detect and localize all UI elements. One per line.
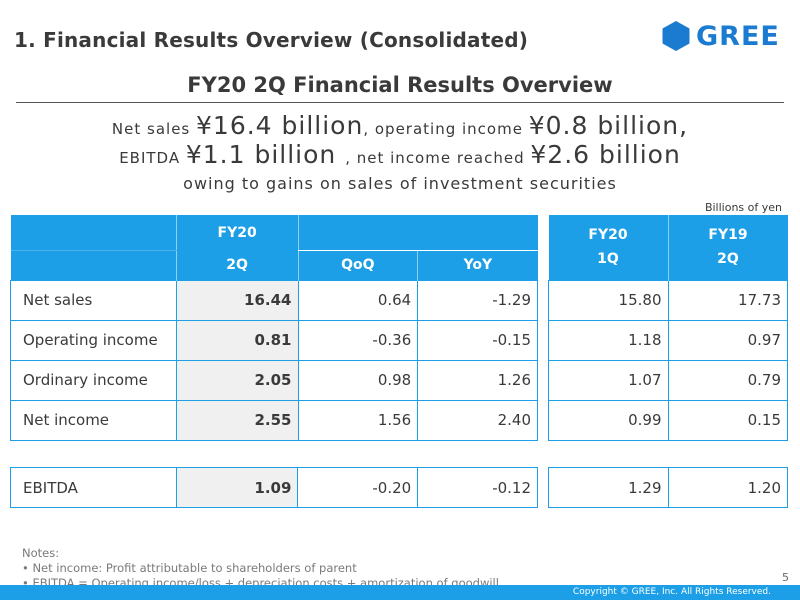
table-row: Ordinary income 2.05 0.98 1.26 xyxy=(10,359,538,401)
row-current: 2.55 xyxy=(175,399,299,441)
row-current: 0.81 xyxy=(175,319,299,361)
table-row: 15.80 17.73 xyxy=(548,279,788,321)
header-blank xyxy=(10,215,177,251)
row-fy19-2q: 0.15 xyxy=(667,399,788,441)
row-qoq: -0.20 xyxy=(297,467,419,508)
row-label: Operating income xyxy=(10,319,177,361)
main-results-table: FY20 2Q QoQ YoY Net sales 16.44 0.64 -1.… xyxy=(10,215,538,441)
summary-figure: ¥2.6 billion xyxy=(530,140,681,169)
row-fy20-1q: 1.29 xyxy=(548,467,669,508)
table-row: 1.18 0.97 xyxy=(548,319,788,361)
row-qoq: 1.56 xyxy=(297,399,419,441)
gree-logo: GREE xyxy=(661,20,780,52)
header-blank-2 xyxy=(10,250,177,280)
footer-bar xyxy=(0,585,800,600)
row-qoq: 0.64 xyxy=(297,279,419,321)
summary-text: , net income reached xyxy=(345,149,531,167)
table-row: Net sales 16.44 0.64 -1.29 xyxy=(10,279,538,321)
header-fy20: FY20 xyxy=(175,215,298,250)
header-yoy: YoY xyxy=(417,250,538,280)
row-label: EBITDA xyxy=(10,467,177,508)
row-qoq: -0.36 xyxy=(297,319,419,361)
row-fy19-2q: 17.73 xyxy=(667,279,788,321)
row-qoq: 0.98 xyxy=(297,359,419,401)
page-number: 5 xyxy=(782,571,789,584)
notes-title: Notes: xyxy=(22,546,60,560)
row-current: 16.44 xyxy=(175,279,299,321)
table-row: Net income 2.55 1.56 2.40 xyxy=(10,399,538,441)
table-row: EBITDA 1.09 -0.20 -0.12 xyxy=(10,467,538,508)
ebitda-table: EBITDA 1.09 -0.20 -0.12 xyxy=(10,467,538,508)
logo-text: GREE xyxy=(696,20,780,52)
summary-line-2: EBITDA ¥1.1 billion , net income reached… xyxy=(0,140,800,169)
summary-text: , operating income xyxy=(363,120,529,138)
header-fy19-2q: FY19 2Q xyxy=(667,215,788,280)
comparison-table: FY20 1Q FY19 2Q 15.80 17.73 1.18 0.97 1.… xyxy=(548,215,788,441)
header-fy20-1q: FY20 1Q xyxy=(548,215,668,280)
row-yoy: 2.40 xyxy=(417,399,538,441)
row-fy20-1q: 15.80 xyxy=(548,279,669,321)
row-yoy: -1.29 xyxy=(417,279,538,321)
table-row: Operating income 0.81 -0.36 -0.15 xyxy=(10,319,538,361)
summary-text: EBITDA xyxy=(119,149,186,167)
table-row: 1.07 0.79 xyxy=(548,359,788,401)
hexagon-logo-icon xyxy=(662,21,690,51)
row-fy20-1q: 1.18 xyxy=(548,319,669,361)
summary-figure: ¥16.4 billion xyxy=(196,111,364,140)
note-item: • Net income: Profit attributable to sha… xyxy=(22,561,357,575)
row-fy19-2q: 0.97 xyxy=(667,319,788,361)
copyright: Copyright © GREE, Inc. All Rights Reserv… xyxy=(572,587,771,597)
summary-line-1: Net sales ¥16.4 billion, operating incom… xyxy=(0,111,800,140)
row-fy19-2q: 0.79 xyxy=(667,359,788,401)
summary-text: Net sales xyxy=(111,120,197,138)
summary-text: , xyxy=(679,111,689,140)
section-title: 1. Financial Results Overview (Consolida… xyxy=(14,28,529,52)
row-label: Net sales xyxy=(10,279,177,321)
header-2q: 2Q xyxy=(175,250,298,280)
row-label: Ordinary income xyxy=(10,359,177,401)
table-row: 1.29 1.20 xyxy=(548,467,788,508)
unit-label: Billions of yen xyxy=(704,201,782,214)
summary-figure: ¥0.8 billion xyxy=(528,111,680,140)
summary-figure: ¥1.1 billion xyxy=(185,140,346,169)
comparison-ebitda-table: 1.29 1.20 xyxy=(548,467,788,508)
row-fy20-1q: 1.07 xyxy=(548,359,669,401)
row-yoy: 1.26 xyxy=(417,359,538,401)
title-divider xyxy=(16,102,784,103)
row-yoy: -0.15 xyxy=(417,319,538,361)
slide-title: FY20 2Q Financial Results Overview xyxy=(187,73,613,97)
summary-line-3: owing to gains on sales of investment se… xyxy=(183,174,617,193)
header-change-group xyxy=(297,215,538,251)
row-current: 1.09 xyxy=(175,467,299,508)
header-qoq: QoQ xyxy=(297,250,418,280)
row-fy20-1q: 0.99 xyxy=(548,399,669,441)
row-label: Net income xyxy=(10,399,177,441)
table-row: 0.99 0.15 xyxy=(548,399,788,441)
row-current: 2.05 xyxy=(175,359,299,401)
row-fy19-2q: 1.20 xyxy=(667,467,788,508)
row-yoy: -0.12 xyxy=(417,467,538,508)
